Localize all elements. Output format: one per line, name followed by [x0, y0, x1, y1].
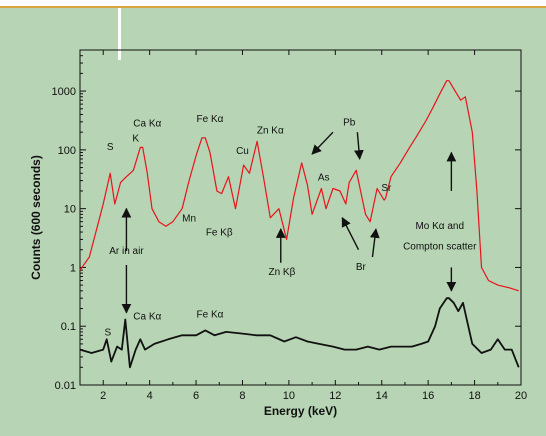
x-tick-label: 4: [147, 390, 153, 402]
y-tick-label: 100: [58, 145, 76, 157]
peak-label: Ca Kα: [133, 118, 161, 129]
peak-label: Fe Kα: [197, 310, 224, 321]
annotation-arrow: [354, 132, 364, 160]
x-tick-label: 14: [376, 390, 388, 402]
y-tick-label: 0.1: [61, 321, 76, 333]
slide-accent-mark: [118, 8, 121, 60]
x-tick-label: 10: [283, 390, 295, 402]
y-axis-label: Counts (600 seconds): [29, 155, 43, 280]
slide-background: [0, 8, 546, 436]
x-tick-label: 6: [193, 390, 199, 402]
top-accent-line: [0, 6, 546, 8]
x-axis-label: Energy (keV): [264, 404, 337, 418]
x-tick-label: 18: [468, 390, 480, 402]
annotation-arrow: [341, 216, 360, 251]
peak-label: S: [105, 327, 112, 338]
peak-label: Zn Kα: [257, 125, 284, 136]
plot-frame: [79, 49, 522, 386]
peak-label: Br: [356, 262, 367, 273]
annotation-arrow: [369, 228, 380, 258]
peak-label: Fe Kα: [197, 114, 224, 125]
x-tick-label: 16: [422, 390, 434, 402]
peak-label: Pb: [343, 117, 356, 128]
background-spectrum-line: [79, 297, 520, 369]
y-tick-label: 0.01: [55, 380, 76, 392]
peak-label: Sr: [381, 183, 392, 194]
peak-label: K: [132, 133, 139, 144]
annotation-arrow: [311, 131, 334, 155]
peak-label: Ar in air: [109, 246, 144, 257]
peak-label: Zn Kβ: [268, 267, 295, 278]
y-tick-label: 1: [70, 262, 76, 274]
peak-label: Mn: [182, 214, 196, 225]
x-tick-label: 8: [239, 390, 245, 402]
x-tick-label: 20: [515, 390, 527, 402]
x-tick-label: 12: [329, 390, 341, 402]
y-tick-label: 10: [64, 204, 76, 216]
y-tick-label: 1000: [52, 86, 76, 98]
peak-label: Fe Kβ: [206, 227, 233, 238]
peak-label: Mo Kα and: [415, 221, 464, 232]
x-tick-label: 2: [100, 390, 106, 402]
peak-label: S: [107, 142, 114, 153]
peak-label: As: [318, 173, 330, 184]
peak-label: Compton scatter: [403, 242, 477, 253]
peak-label: Ca Kα: [133, 312, 161, 323]
air-path-spectrum-line: [79, 80, 519, 292]
peak-label: Cu: [236, 146, 249, 157]
